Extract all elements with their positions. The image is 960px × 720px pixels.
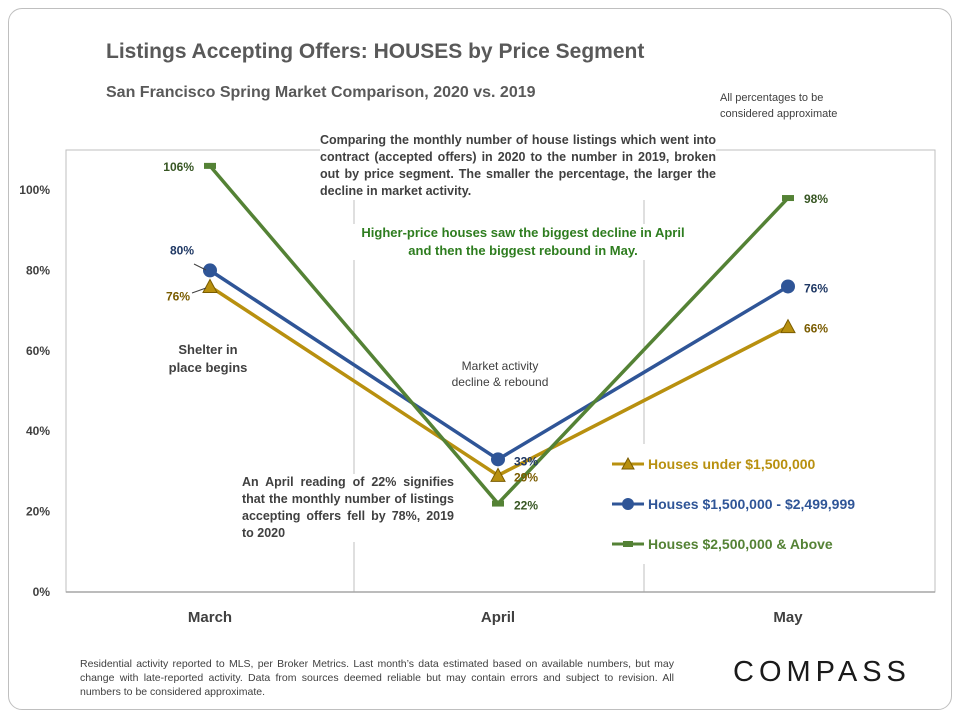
x-tick-label: March: [188, 609, 232, 626]
data-label: 29%: [514, 470, 538, 484]
shelter-line-2: place begins: [168, 360, 248, 375]
data-label: 80%: [170, 243, 194, 257]
highlight-line-1: Higher-price houses saw the biggest decl…: [361, 225, 685, 240]
chart-title: Listings Accepting Offers: HOUSES by Pri…: [106, 40, 645, 63]
description-annotation: Comparing the monthly number of house li…: [320, 132, 716, 200]
footer-disclaimer: Residential activity reported to MLS, pe…: [80, 658, 674, 698]
y-tick-label: 60%: [26, 344, 50, 358]
label-leader-line: [191, 287, 207, 294]
y-tick-label: 20%: [26, 505, 50, 519]
compass-logo: COMPASS: [733, 656, 911, 688]
shelter-annotation: Shelter in place begins: [160, 341, 256, 377]
chart-subtitle: San Francisco Spring Market Comparison, …: [106, 84, 536, 101]
data-point-triangle: [202, 278, 218, 293]
legend-item-2-5m-above: Houses $2,500,000 & Above: [612, 524, 882, 564]
data-label: 76%: [804, 281, 828, 295]
data-label: 106%: [163, 160, 194, 174]
data-point-circle: [203, 263, 217, 278]
y-tick-label: 100%: [19, 183, 50, 197]
data-label: 33%: [514, 454, 538, 468]
data-point-circle: [781, 279, 795, 294]
data-label: 76%: [166, 289, 190, 303]
y-tick-label: 0%: [33, 585, 51, 599]
legend-circle-icon: [612, 498, 644, 510]
data-label: 98%: [804, 192, 828, 206]
data-point-circle: [491, 452, 505, 467]
approximate-note: All percentages to be considered approxi…: [720, 92, 838, 120]
data-point-marker: [782, 195, 794, 202]
legend-triangle-icon: [612, 457, 644, 470]
label-leader-line: [193, 263, 207, 271]
x-tick-label: May: [773, 609, 803, 626]
data-point-marker: [492, 500, 504, 507]
data-point-triangle: [780, 318, 796, 334]
highlight-annotation: Higher-price houses saw the biggest decl…: [328, 224, 718, 260]
market-line-2: decline & rebound: [451, 375, 549, 389]
y-tick-label: 80%: [26, 263, 50, 277]
april-annotation: An April reading of 22% signifies that t…: [242, 474, 454, 542]
chart-legend: Houses under $1,500,000 Houses $1,500,00…: [612, 444, 882, 564]
legend-label-3: Houses $2,500,000 & Above: [648, 536, 833, 552]
legend-label-1: Houses under $1,500,000: [648, 456, 816, 472]
market-line-1: Market activity: [461, 359, 539, 373]
data-label: 22%: [514, 499, 538, 513]
legend-dash-icon: [612, 541, 644, 547]
data-point-triangle: [490, 467, 506, 482]
shelter-line-1: Shelter in: [178, 342, 238, 357]
legend-item-1-5m-2-5m: Houses $1,500,000 - $2,499,999: [612, 484, 882, 524]
legend-label-2: Houses $1,500,000 - $2,499,999: [648, 496, 856, 512]
highlight-line-2: and then the biggest rebound in May.: [408, 243, 638, 258]
data-label: 66%: [804, 322, 828, 336]
legend-item-under-1-5m: Houses under $1,500,000: [612, 444, 882, 484]
y-tick-label: 40%: [26, 424, 50, 438]
x-tick-label: April: [481, 609, 515, 626]
market-annotation: Market activity decline & rebound: [430, 358, 570, 390]
data-point-marker: [204, 162, 216, 169]
